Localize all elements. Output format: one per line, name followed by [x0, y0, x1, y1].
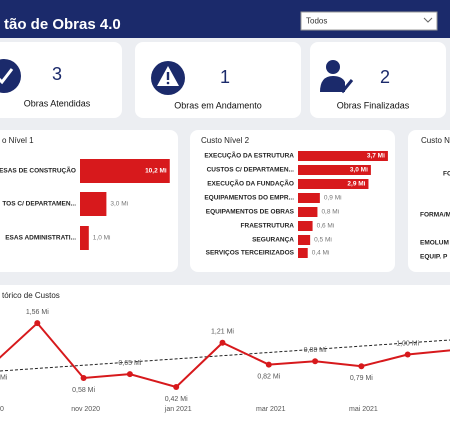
bar-label: EQUIPAMENTOS DO EMPR... [204, 195, 294, 202]
bar-value-label: 0,6 Mi [317, 223, 335, 230]
bar [80, 226, 89, 250]
kpi-card [310, 42, 446, 118]
bar-label: SERVIÇOS TERCEIRIZADOS [206, 250, 295, 257]
x-tick-label: mai 2021 [349, 406, 378, 413]
bar [298, 165, 371, 175]
x-tick-label: jan 2021 [164, 406, 192, 413]
bar-label: ESAS ADMINISTRATI... [5, 235, 76, 242]
bar-value-label: 0,4 Mi [312, 250, 330, 257]
kpi-value: 2 [380, 67, 390, 87]
bar-label: FRAESTRUTURA [241, 223, 295, 230]
bar-value-label: 0,9 Mi [324, 195, 342, 202]
x-tick-label: 0 [0, 406, 4, 413]
person-head [326, 60, 340, 74]
bar-value-label: 3,0 Mi [350, 167, 368, 174]
point [219, 339, 226, 346]
card-title: Custo Nível 2 [201, 136, 250, 145]
bar [298, 235, 311, 245]
point [173, 383, 180, 390]
chart-card [0, 285, 450, 436]
check-mark [0, 68, 14, 85]
check-icon [0, 59, 21, 93]
cost-card [408, 130, 450, 272]
dashboard-title: tão de Obras 4.0 [4, 16, 121, 33]
bar-label: SEGURANÇA [252, 237, 294, 244]
bar [298, 151, 388, 161]
point-label: 1,56 Mi [26, 309, 49, 316]
bar-value-label: 1,0 Mi [93, 235, 111, 242]
point [126, 371, 133, 378]
bar-label: TOS C/ DEPARTAMEN... [2, 201, 76, 208]
kpi-label: Obras Finalizadas [337, 100, 410, 110]
chart-title: tórico de Custos [2, 291, 60, 300]
trend-line [0, 339, 450, 372]
point [265, 361, 272, 368]
bar-value-label: 0,8 Mi [321, 209, 339, 216]
kpi-card [135, 42, 301, 118]
filter-value[interactable]: Todos [306, 17, 327, 26]
point-label: 1,00 Mi [396, 340, 419, 347]
x-tick-label: nov 2020 [71, 406, 100, 413]
warning-dot [166, 81, 170, 85]
card-title: o Nível 1 [2, 136, 34, 145]
card-title: Custo Nív [421, 136, 450, 145]
point [34, 320, 41, 327]
bar [80, 159, 170, 183]
bar-label: EXECUÇÃO DA FUNDAÇÃO [207, 179, 294, 188]
bar [298, 221, 313, 231]
bar [80, 192, 107, 216]
bar [298, 179, 369, 189]
dropdown-arrow [423, 17, 433, 23]
bar-label: FO [443, 171, 450, 178]
point-label: 0,42 Mi [165, 396, 188, 403]
bar-label: EXECUÇÃO DA ESTRUTURA [204, 151, 294, 160]
bar-label: EMOLUM [420, 240, 449, 247]
point-label: 0,79 Mi [350, 375, 373, 382]
bar-label: FORMA/M [420, 212, 450, 219]
x-tick-label: mar 2021 [256, 406, 286, 413]
bar-label: EQUIP. P [420, 254, 448, 261]
bar-value-label: 3,0 Mi [110, 201, 128, 208]
bar-value-label: 3,7 Mi [367, 153, 385, 160]
kpi-value: 3 [52, 64, 62, 84]
person-check [336, 79, 354, 94]
point-label: Mi [0, 375, 8, 382]
kpi-label: Obras em Andamento [174, 100, 262, 110]
point-label: 0,88 Mi [304, 347, 327, 354]
bar-label: EQUIPAMENTOS DE OBRAS [206, 209, 295, 216]
point [358, 363, 365, 370]
bar-value-label: 2,9 Mi [347, 181, 365, 188]
filter-dropdown[interactable] [300, 11, 438, 31]
point-label: 1,21 Mi [211, 329, 234, 336]
point [312, 358, 319, 365]
bar-label: CUSTOS C/ DEPARTAMEN... [207, 167, 295, 174]
point [404, 351, 411, 358]
point-label: 0,58 Mi [72, 387, 95, 394]
bar [298, 248, 308, 258]
bar [298, 193, 320, 203]
bar-label: ESAS DE CONSTRUÇÃO [0, 166, 76, 175]
point-label: 0,65 Mi [118, 360, 141, 367]
kpi-card [0, 42, 122, 118]
point [80, 375, 87, 382]
kpi-label: Obras Atendidas [24, 98, 91, 108]
bar-value-label: 0,5 Mi [314, 237, 332, 244]
point-label: 0,82 Mi [257, 373, 280, 380]
kpi-value: 1 [220, 67, 230, 87]
bar [298, 207, 318, 217]
warning-bar [166, 72, 170, 80]
bar-value-label: 10,2 Mi [145, 168, 167, 175]
